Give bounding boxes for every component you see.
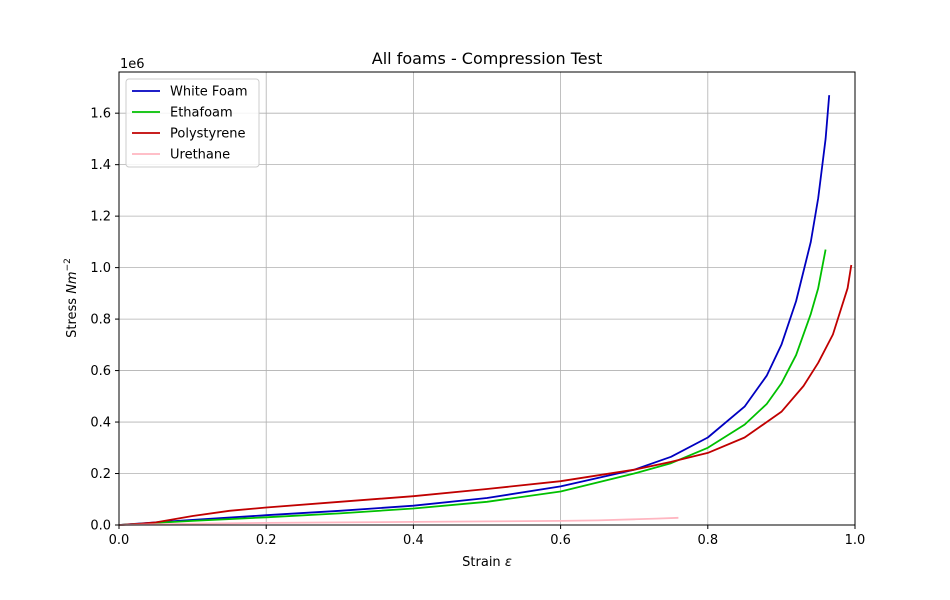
x-axis-label: Strain ε	[462, 555, 512, 570]
series-line-white-foam	[118, 95, 831, 526]
x-tick-label: 0.0	[109, 533, 130, 548]
series-group	[118, 95, 853, 526]
legend-label-polystyrene: Polystyrene	[170, 127, 246, 142]
y-tick-label: 1.2	[90, 210, 111, 225]
y-axis-label-text: Stress	[65, 294, 80, 338]
x-tick-label: 0.8	[697, 533, 718, 548]
x-tick-label: 0.6	[550, 533, 571, 548]
legend-label-urethane: Urethane	[170, 148, 230, 163]
chart-title: All foams - Compression Test	[372, 49, 602, 68]
y-offset-label: 1e6	[120, 57, 145, 72]
legend-box	[125, 78, 260, 168]
y-tick-label: 0.8	[90, 313, 111, 328]
series-line-urethane	[118, 516, 679, 526]
y-axis-label-symbol: Nm	[65, 271, 80, 293]
x-tick-label: 0.2	[256, 533, 277, 548]
y-tick-label: 0.0	[90, 519, 111, 534]
y-tick-label: 1.4	[90, 158, 111, 173]
legend-label-white-foam: White Foam	[170, 85, 248, 100]
x-tick-label: 1.0	[845, 533, 866, 548]
x-axis-label-symbol: ε	[505, 555, 512, 570]
legend-label-ethafoam: Ethafoam	[170, 106, 233, 121]
x-tick-label: 0.4	[403, 533, 424, 548]
y-tick-label: 0.2	[90, 467, 111, 482]
y-tick-label: 0.6	[90, 364, 111, 379]
legend: White Foam Ethafoam Polystyrene Urethane	[125, 78, 260, 168]
y-axis-label-exponent: −2	[63, 258, 73, 271]
ticks: 0.0 0.2 0.4 0.6 0.8 1.0 0.0 0.2 0.4 0.6 0.8 1.0 1.2 1…	[90, 107, 865, 548]
y-tick-label: 1.0	[90, 261, 111, 276]
y-tick-label: 1.6	[90, 107, 111, 122]
series-line-polystyrene	[118, 264, 853, 526]
y-tick-label: 0.4	[90, 416, 111, 431]
x-axis-label-text: Strain	[462, 555, 505, 570]
plot-frame	[118, 71, 856, 526]
series-line-ethafoam	[118, 249, 827, 526]
y-axis-label: Stress Nm−2	[63, 258, 80, 338]
